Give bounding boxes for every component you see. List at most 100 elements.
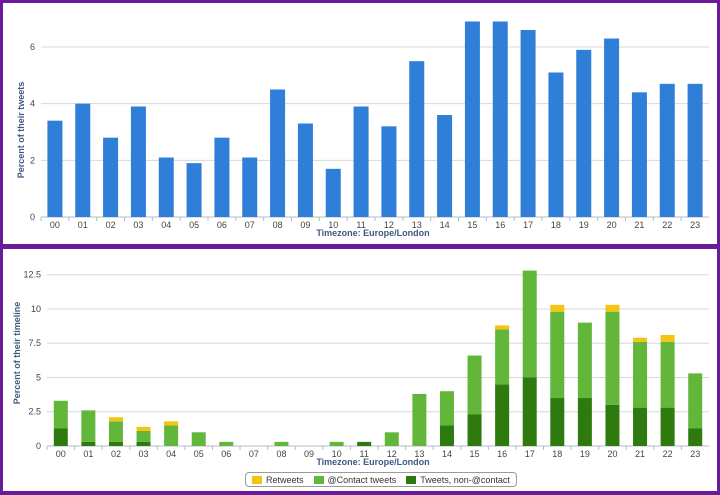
bar-segment bbox=[329, 441, 344, 446]
bar-segment bbox=[219, 441, 234, 446]
x-tick-label: 18 bbox=[551, 220, 561, 230]
x-tick-label: 09 bbox=[300, 220, 310, 230]
bar-segment bbox=[550, 398, 565, 446]
bar-segment bbox=[136, 426, 151, 431]
bar bbox=[242, 157, 258, 217]
x-tick-label: 14 bbox=[440, 220, 450, 230]
bar bbox=[659, 83, 675, 217]
x-tick-label: 15 bbox=[467, 220, 477, 230]
bars bbox=[47, 21, 703, 218]
legend-item[interactable]: @Contact tweets bbox=[313, 475, 396, 485]
x-tick-label: 07 bbox=[249, 449, 259, 459]
bar-segment bbox=[136, 430, 151, 442]
bar bbox=[47, 120, 63, 217]
bar-segment bbox=[522, 270, 537, 378]
bar bbox=[158, 157, 174, 217]
x-tick-label: 09 bbox=[304, 449, 314, 459]
x-tick-label: 11 bbox=[356, 220, 365, 230]
bar-segment bbox=[384, 432, 399, 446]
bar-segment bbox=[274, 441, 289, 446]
legend-item[interactable]: Retweets bbox=[252, 475, 304, 485]
bar-segment bbox=[495, 384, 510, 446]
x-tick-label: 02 bbox=[106, 220, 116, 230]
bar-segment bbox=[439, 425, 454, 446]
x-tick-label: 19 bbox=[579, 220, 589, 230]
legend-label: Retweets bbox=[266, 474, 304, 485]
x-tick-label: 13 bbox=[412, 220, 422, 230]
bar bbox=[464, 21, 480, 217]
bar bbox=[687, 83, 703, 217]
bar-segment bbox=[660, 407, 675, 446]
x-tick-label: 23 bbox=[690, 220, 700, 230]
y-tick-label: 7.5 bbox=[28, 338, 41, 348]
y-tick-label: 4 bbox=[30, 99, 35, 109]
x-tick-label: 06 bbox=[221, 449, 231, 459]
x-tick-label: 08 bbox=[273, 220, 283, 230]
bar-segment bbox=[605, 311, 620, 405]
bar-segment bbox=[191, 432, 206, 446]
x-tick-label: 05 bbox=[194, 449, 204, 459]
x-tick-label: 02 bbox=[111, 449, 121, 459]
bar bbox=[520, 30, 536, 217]
x-tick-label: 19 bbox=[580, 449, 590, 459]
legend-item[interactable]: Tweets, non-@contact bbox=[406, 475, 510, 485]
x-tick-label: 16 bbox=[495, 220, 505, 230]
bar bbox=[353, 106, 369, 217]
y-tick-label: 0 bbox=[36, 441, 41, 451]
bar-segment bbox=[633, 341, 648, 408]
bar-segment bbox=[439, 391, 454, 426]
bar bbox=[75, 103, 91, 217]
bar-segment bbox=[633, 337, 648, 342]
bar bbox=[325, 168, 341, 217]
bar-segment bbox=[660, 341, 675, 408]
x-tick-label: 18 bbox=[552, 449, 562, 459]
bar-segment bbox=[412, 393, 427, 446]
x-tick-label: 03 bbox=[139, 449, 149, 459]
bar-segment bbox=[550, 311, 565, 399]
x-tick-label: 00 bbox=[50, 220, 60, 230]
x-tick-label: 10 bbox=[328, 220, 338, 230]
bar-segment bbox=[577, 398, 592, 446]
x-tick-label: 12 bbox=[387, 449, 397, 459]
bar-segment bbox=[605, 304, 620, 312]
bar bbox=[381, 126, 397, 217]
x-tick-label: 15 bbox=[470, 449, 480, 459]
y-tick-labels: 0 2 4 6 bbox=[30, 42, 35, 222]
bar bbox=[409, 61, 425, 217]
x-tick-label: 00 bbox=[56, 449, 66, 459]
x-tick-label: 13 bbox=[414, 449, 424, 459]
y-axis-title: Percent of their tweets bbox=[16, 82, 26, 179]
bar-segment bbox=[633, 407, 648, 446]
x-tick-label: 12 bbox=[384, 220, 394, 230]
legend-label: Tweets, non-@contact bbox=[420, 474, 510, 485]
y-tick-label: 2.5 bbox=[28, 407, 41, 417]
x-tick-label: 04 bbox=[161, 220, 171, 230]
x-tick-label: 16 bbox=[497, 449, 507, 459]
x-tick-label: 08 bbox=[276, 449, 286, 459]
bar-segment bbox=[164, 421, 179, 426]
bar bbox=[103, 137, 119, 217]
x-tick-label: 17 bbox=[523, 220, 533, 230]
x-tick-label: 01 bbox=[78, 220, 88, 230]
bar-segment bbox=[605, 404, 620, 446]
bar-segment bbox=[467, 355, 482, 415]
bar bbox=[437, 115, 453, 217]
bar-segment bbox=[164, 425, 179, 446]
x-tick-label: 03 bbox=[133, 220, 143, 230]
chart-legend: Retweets @Contact tweets Tweets, non-@cont… bbox=[245, 472, 517, 487]
x-axis-title: Timezone: Europe/London bbox=[316, 457, 429, 467]
bar-segment bbox=[136, 441, 151, 446]
x-tick-label: 22 bbox=[662, 220, 672, 230]
x-axis-title: Timezone: Europe/London bbox=[316, 228, 429, 238]
bar bbox=[576, 49, 592, 218]
bar bbox=[492, 21, 508, 217]
bar-segment bbox=[467, 414, 482, 446]
bar-segment bbox=[108, 441, 123, 446]
x-tick-label: 05 bbox=[189, 220, 199, 230]
legend-swatch bbox=[252, 475, 262, 484]
bar-segment bbox=[688, 373, 703, 429]
bar-segment bbox=[660, 335, 675, 342]
timeline-by-hour-panel: 0 2.5 5 7.5 10 12.5 00 01 02 03 04 05 06 07 08 09 10 11 1… bbox=[3, 249, 717, 491]
